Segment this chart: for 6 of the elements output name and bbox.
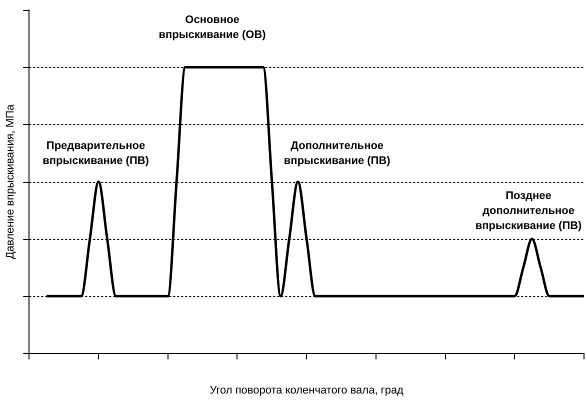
text: Основное впрыскивание (ОВ) [157,12,268,43]
x-axis-title: Угол поворота коленчатого вала, град [210,384,404,396]
annotation: Дополнительное впрыскивание (ПВ) [283,138,392,169]
annotation: Позднее дополнительное впрыскивание (ПВ) [468,188,587,234]
annotation: Предварительное впрыскивание (ПВ) [42,138,150,169]
y-axis-title: Давление впрыскивания, МПа [4,103,17,260]
